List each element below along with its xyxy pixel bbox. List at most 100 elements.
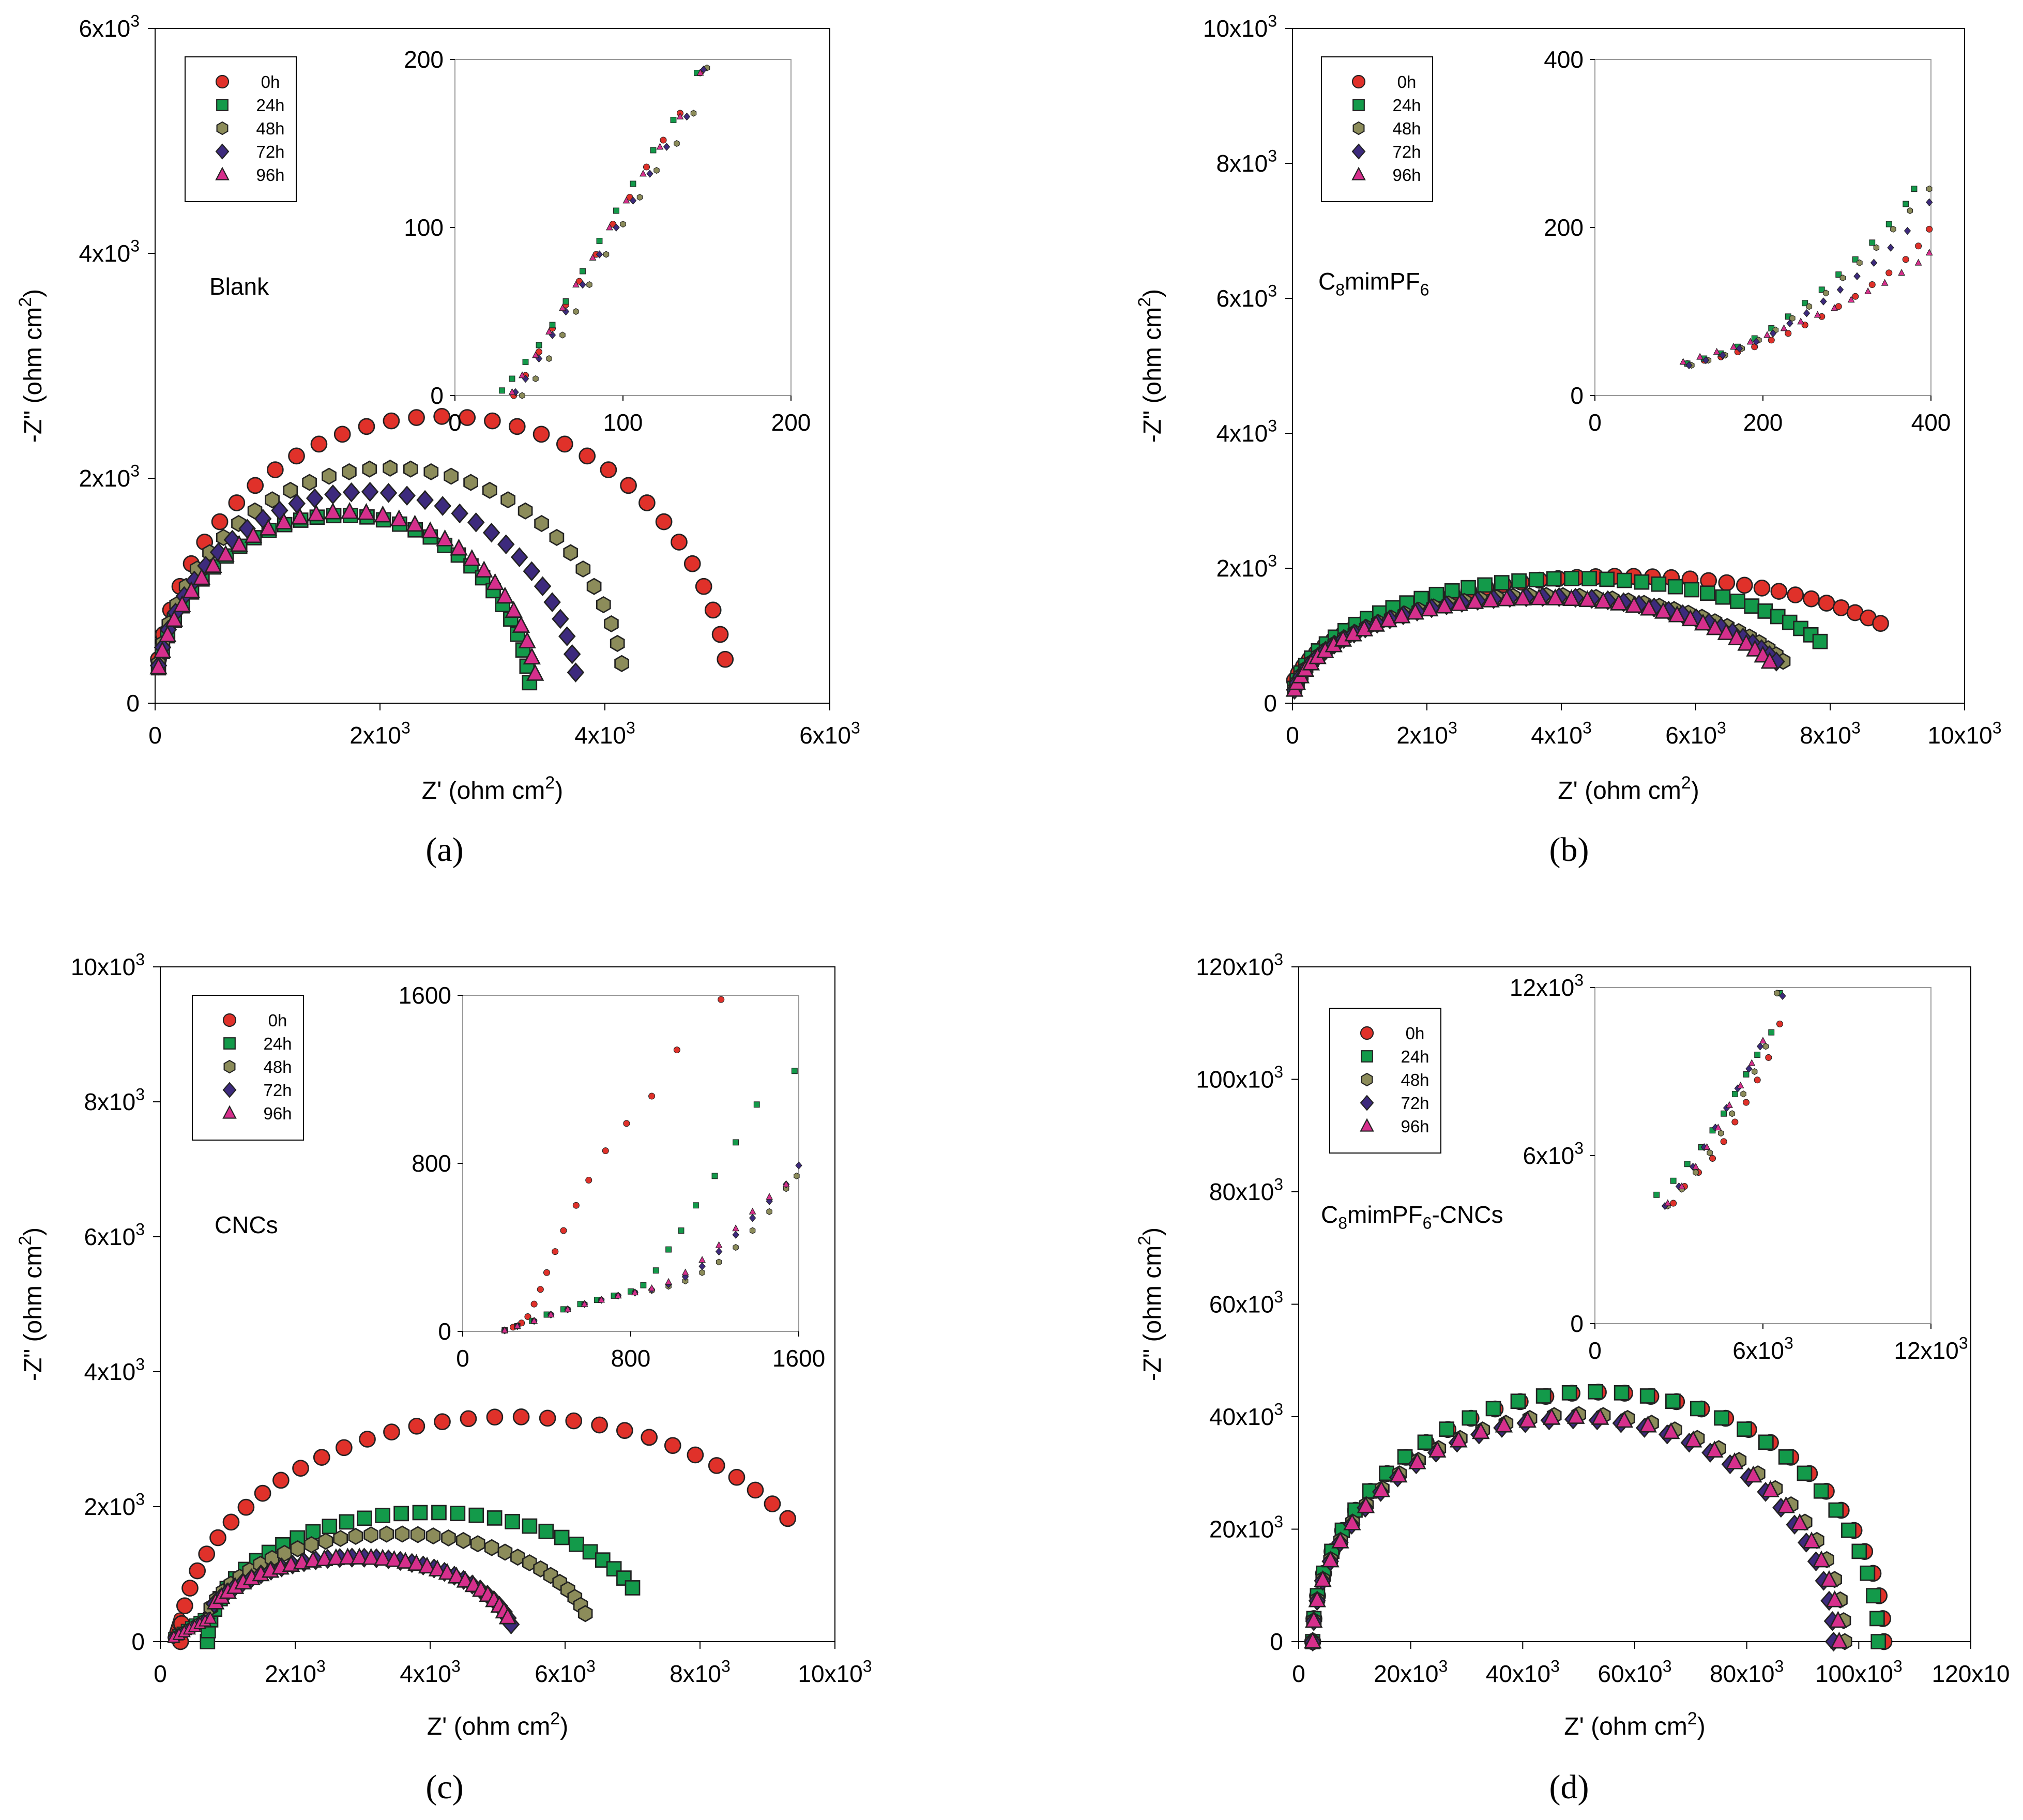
data-point-0h: [664, 1437, 681, 1454]
data-point-72h: [288, 493, 306, 514]
legend-box: [185, 56, 297, 202]
data-point-96h: [1314, 1570, 1332, 1587]
panel-annotation: C8mimPF6-CNCs: [1321, 1201, 1503, 1233]
data-point-24h: [1699, 585, 1715, 601]
inset-point-0h: [1926, 225, 1933, 233]
data-point-24h: [1494, 575, 1510, 590]
inset-point-48h: [682, 1277, 689, 1285]
data-point-96h: [1321, 1550, 1340, 1568]
data-point-48h: [470, 1535, 485, 1553]
data-point-0h: [181, 1580, 199, 1597]
x-tick-label: 80x103: [1710, 1657, 1784, 1687]
data-point-24h: [582, 1544, 598, 1560]
data-point-96h: [374, 505, 392, 523]
x-tick-label: 4x103: [574, 719, 635, 749]
inset-point-48h: [653, 166, 660, 174]
data-point-72h: [342, 482, 360, 503]
data-point-96h: [1662, 1422, 1680, 1439]
data-point-72h: [398, 486, 416, 506]
inset-point-48h: [586, 281, 592, 289]
data-point-96h: [182, 581, 201, 598]
data-point-96h: [1830, 1631, 1848, 1649]
data-point-0h: [209, 1529, 226, 1546]
data-point-96h: [340, 502, 359, 519]
inset-point-72h: [1685, 361, 1693, 370]
data-point-0h: [620, 477, 637, 494]
inset-point-0h: [602, 1147, 609, 1155]
legend-box: [192, 995, 304, 1141]
inset-y-tick-label: 400: [1544, 46, 1584, 73]
inset-point-24h: [640, 1282, 647, 1288]
inset-point-96h: [1692, 1162, 1699, 1170]
inset-point-24h: [1721, 1110, 1727, 1117]
inset-point-96h: [1696, 353, 1704, 360]
inset-point-48h: [1839, 274, 1846, 282]
data-point-72h: [467, 512, 485, 533]
inset-point-96h: [696, 69, 704, 76]
inset-point-48h: [1907, 207, 1913, 215]
data-point-96h: [204, 556, 222, 573]
legend-marker-96h: [1360, 1118, 1374, 1132]
inset-point-96h: [1780, 324, 1788, 331]
x-tick-label: 2x103: [1396, 719, 1457, 749]
data-point-0h: [512, 1408, 530, 1425]
data-point-48h: [283, 481, 298, 499]
inset-point-48h: [573, 308, 579, 315]
inset-point-24h: [522, 359, 529, 365]
data-point-0h: [176, 1597, 193, 1615]
inset-point-0h: [648, 1093, 656, 1100]
chart-panel-1: 0 2x103 4x103 6x103 0 2x103 4x103 6x103 Z' (ohm …: [16, 12, 860, 869]
inset-point-96h: [1737, 1081, 1744, 1088]
legend-label: 24h: [256, 96, 284, 115]
data-point-0h: [579, 447, 596, 465]
data-point-0h: [1718, 574, 1736, 592]
inset-point-96h: [1714, 1124, 1722, 1131]
data-point-0h: [408, 409, 425, 426]
legend-label: 72h: [256, 142, 284, 161]
data-point-96h: [1737, 633, 1755, 651]
data-point-24h: [1634, 574, 1650, 590]
inset-point-0h: [1915, 242, 1922, 250]
y-axis-title: -Z" (ohm cm2): [1135, 1227, 1166, 1381]
inset-point-48h: [1806, 303, 1813, 310]
data-point-96h: [373, 1549, 392, 1566]
data-point-0h: [288, 447, 305, 465]
inset-series-96h: [508, 69, 704, 395]
legend-label: 24h: [263, 1034, 292, 1053]
inset-point-0h: [1742, 1099, 1750, 1106]
data-point-0h: [1832, 599, 1850, 616]
data-point-24h: [1535, 1388, 1552, 1404]
data-point-96h: [447, 1566, 466, 1584]
data-point-96h: [428, 1559, 447, 1576]
data-point-0h: [683, 555, 701, 572]
inset-point-72h: [1887, 244, 1894, 252]
inset-point-96h: [656, 143, 664, 150]
x-tick-label: 6x103: [1665, 719, 1726, 749]
panel-annotation: CNCs: [215, 1211, 278, 1238]
x-tick-label: 0: [1292, 1660, 1305, 1687]
inset-point-48h: [1857, 259, 1863, 266]
data-point-0h: [704, 601, 722, 619]
inset-point-0h: [1768, 337, 1775, 344]
data-point-24h: [1461, 580, 1476, 596]
y-axis-title: -Z" (ohm cm2): [16, 1227, 47, 1381]
inset-chart: 0 200 400 0 200 400: [1544, 46, 1951, 436]
inset-point-48h: [620, 220, 626, 228]
data-point-24h: [1841, 1522, 1857, 1538]
x-tick-label: 0: [148, 722, 162, 749]
data-point-48h: [342, 463, 357, 480]
data-point-96h: [1820, 1570, 1838, 1587]
inset-point-96h: [715, 1241, 723, 1248]
inset-point-96h: [1814, 311, 1821, 318]
data-point-96h: [217, 544, 235, 562]
data-point-0h: [671, 534, 688, 551]
subfigure-label: (c): [425, 1768, 463, 1806]
data-point-96h: [526, 664, 544, 681]
data-point-0h: [1818, 595, 1835, 612]
data-point-0h: [655, 513, 673, 530]
data-point-0h: [728, 1468, 746, 1486]
data-point-96h: [406, 514, 424, 532]
inset-point-96h: [1864, 287, 1872, 294]
data-point-72h: [497, 534, 515, 555]
inset-point-0h: [623, 1120, 630, 1127]
